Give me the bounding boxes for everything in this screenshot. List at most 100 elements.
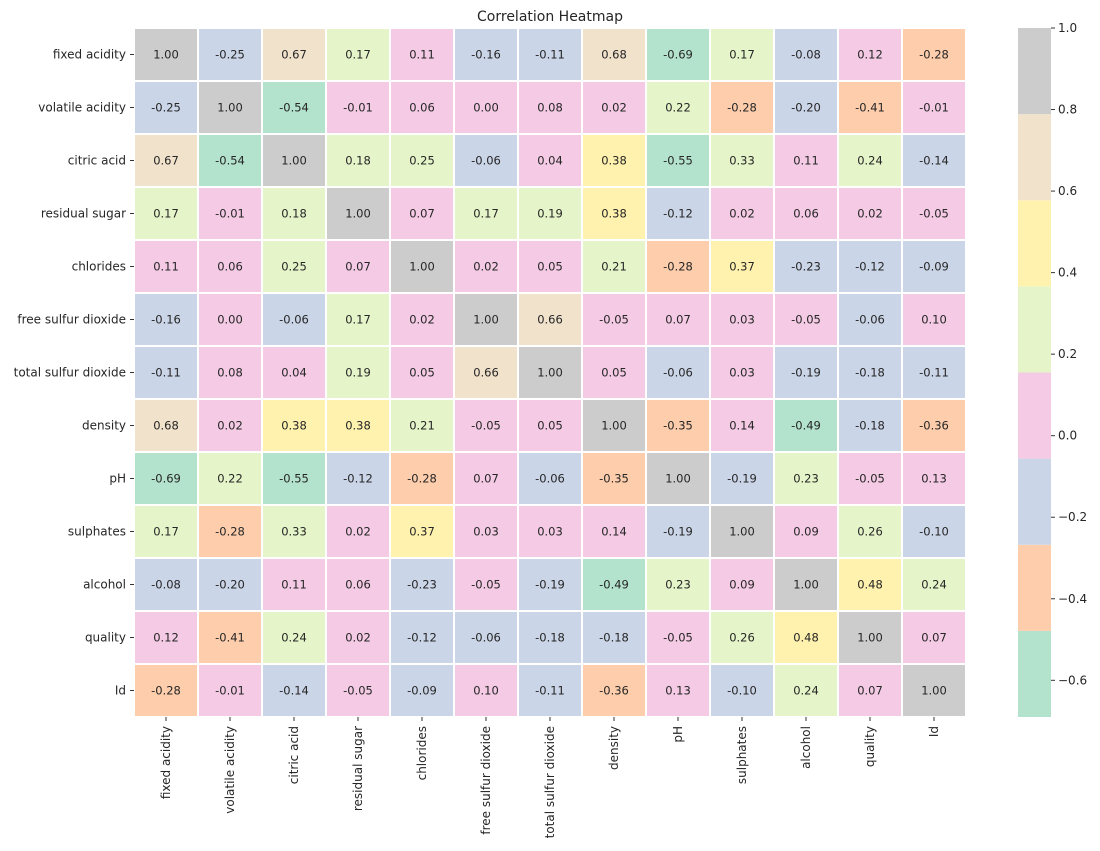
cell-value-label: 0.02 [345,631,371,645]
cell-value-label: 0.17 [345,313,371,327]
colorbar-segment [1018,114,1051,201]
cell-value-label: -0.16 [471,48,501,62]
cell-value-label: 0.37 [729,260,755,274]
cell-value-label: 0.07 [409,207,435,221]
heatmap-cell [773,133,839,188]
heatmap-cell [453,80,519,135]
heatmap-cell [581,80,647,135]
heatmap-cell [773,345,839,400]
cell-value-label: -0.28 [663,260,693,274]
cell-value-label: 0.10 [921,313,947,327]
heatmap-cell [197,239,263,294]
cell-value-label: -0.55 [663,154,693,168]
cell-value-label: -0.06 [471,631,501,645]
colorbar-tick-label: 0.4 [1058,266,1077,280]
cell-value-label: 0.06 [217,260,243,274]
heatmap-cell [261,239,327,294]
cell-value-label: -0.01 [215,207,245,221]
y-tick-label: volatile acidity [38,101,126,115]
cell-value-label: 0.66 [473,366,499,380]
cell-value-label: 0.03 [473,525,499,539]
cell-value-label: 0.10 [473,684,499,698]
cell-value-label: -0.05 [471,578,501,592]
cell-value-label: 0.07 [473,472,499,486]
cell-value-label: 0.09 [729,578,755,592]
cell-value-label: 0.67 [281,48,307,62]
heatmap-cell [901,239,967,294]
x-tick-label: density [607,726,621,770]
cell-value-label: 0.24 [921,578,947,592]
cell-value-label: 1.00 [153,48,179,62]
cell-value-label: 0.23 [793,472,819,486]
colorbar-tick-label: 0.8 [1058,103,1077,117]
cell-value-label: -0.28 [919,48,949,62]
cell-value-label: 0.19 [537,207,563,221]
cell-value-label: 0.05 [537,260,563,274]
cell-value-label: 0.00 [217,313,243,327]
cell-value-label: 0.38 [281,419,307,433]
cell-value-label: -0.11 [151,366,181,380]
heatmap-cell [325,451,391,506]
cell-value-label: 0.26 [857,525,883,539]
heatmap-cell [453,610,519,665]
heatmap-cell [837,663,903,718]
cell-value-label: 0.38 [601,207,627,221]
heatmap-cell [453,186,519,241]
cell-value-label: 0.23 [665,578,691,592]
y-tick-label: free sulfur dioxide [17,313,126,327]
cell-value-label: -0.16 [151,313,181,327]
cell-value-label: 0.66 [537,313,563,327]
cell-value-label: 0.68 [153,419,179,433]
heatmap-cell [261,133,327,188]
heatmap-cell [197,292,263,347]
heatmap-cell [645,504,711,559]
x-tick-label: fixed acidity [159,726,173,799]
chart-title: Correlation Heatmap [477,9,623,25]
heatmap-cell [197,557,263,612]
cell-value-label: 0.38 [601,154,627,168]
cell-value-label: 0.17 [473,207,499,221]
heatmap-cell [901,663,967,718]
heatmap-cell [325,239,391,294]
heatmap-cell [453,398,519,453]
heatmap-cell [261,504,327,559]
cell-value-label: 1.00 [473,313,499,327]
heatmap-cell [837,557,903,612]
cell-value-label: -0.06 [663,366,693,380]
cell-value-label: -0.35 [599,472,629,486]
cell-value-label: -0.23 [407,578,437,592]
cell-value-label: 0.38 [345,419,371,433]
heatmap-cell [773,398,839,453]
x-tick-label: pH [671,726,685,743]
cell-value-label: 0.11 [409,48,435,62]
heatmap-cell [581,292,647,347]
cell-value-label: -0.05 [791,313,821,327]
heatmap-cell [325,504,391,559]
cell-value-label: -0.01 [215,684,245,698]
x-tick-label: volatile acidity [223,726,237,814]
cell-value-label: 0.48 [857,578,883,592]
y-tick-label: alcohol [83,578,126,592]
heatmap-cell [901,80,967,135]
x-tick-label: total sulfur dioxide [543,726,557,838]
cell-value-label: -0.19 [663,525,693,539]
cell-value-label: -0.35 [663,419,693,433]
colorbar-tick-label: 0.2 [1058,347,1077,361]
cell-value-label: -0.18 [535,631,565,645]
cell-value-label: -0.01 [343,101,373,115]
cell-value-label: 0.11 [281,578,307,592]
cell-value-label: 0.13 [665,684,691,698]
heatmap-cell [901,186,967,241]
colorbar-segment [1018,28,1051,115]
cell-value-label: -0.11 [535,48,565,62]
cell-value-label: 0.02 [217,419,243,433]
cell-value-label: 0.03 [729,366,755,380]
cell-value-label: 0.02 [857,207,883,221]
heatmap-cell [709,504,775,559]
cell-value-label: 0.33 [729,154,755,168]
cell-value-label: -0.25 [151,101,181,115]
cell-value-label: -0.05 [343,684,373,698]
cell-value-label: -0.20 [215,578,245,592]
colorbar-segment [1018,372,1051,459]
